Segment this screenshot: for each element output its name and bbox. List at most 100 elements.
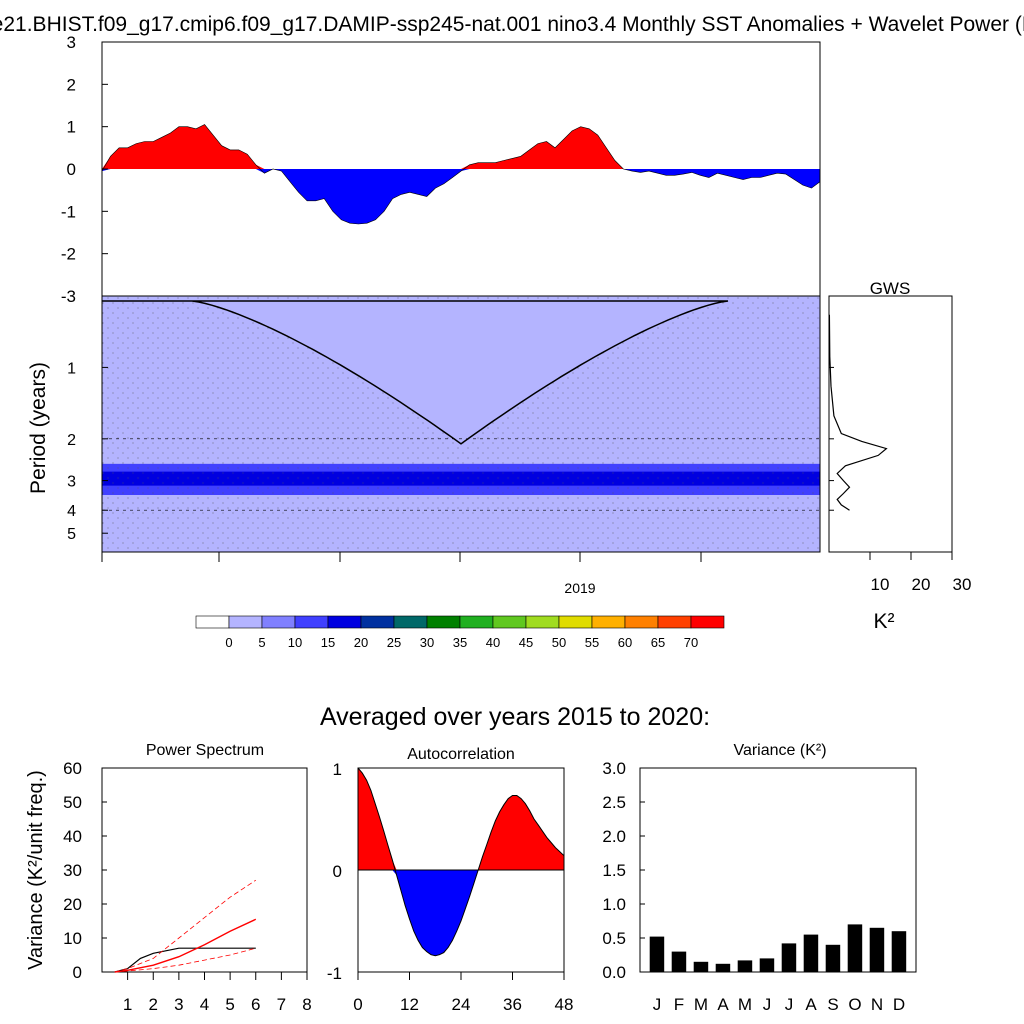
ac-x-tick-label: 24 (452, 995, 471, 1014)
ps-x-tick-label: 4 (200, 995, 209, 1014)
colorbar-label: 45 (519, 635, 533, 650)
variance-title: Variance (K²) (733, 742, 826, 759)
gws-panel: GWS 10 20 30 K² (828, 279, 971, 633)
wavelet-y-tick-label: 1 (67, 360, 76, 377)
colorbar-box (426, 615, 461, 629)
ps-x-tick-label: 5 (225, 995, 234, 1014)
ac-y-tick-label: 1 (333, 760, 342, 779)
wavelet-y-tick-label: 5 (67, 526, 76, 543)
variance-bar (781, 943, 797, 972)
variance-panel: Variance (K²) J F M A M J J A S O N D0.00.51.01.52.… (602, 742, 917, 1014)
colorbar-label: 30 (420, 635, 434, 650)
cone-of-influence (102, 300, 729, 445)
power-spectrum-lines (114, 879, 257, 973)
variance-y-tick-label: 2.5 (602, 793, 626, 812)
variance-x-tick-label: J (653, 995, 662, 1014)
variance-bar (737, 960, 753, 972)
colorbar-label: 55 (585, 635, 599, 650)
ps-y-tick-label: 40 (63, 827, 82, 846)
autocorrelation-positive-area (358, 768, 564, 870)
colorbar-label: 65 (651, 635, 665, 650)
variance-y-tick-label: 1.0 (602, 895, 626, 914)
variance-x-tick-label: D (893, 995, 905, 1014)
sst-negative-area (102, 169, 820, 224)
wavelet-x-ticks (101, 552, 702, 562)
variance-x-tick-label: N (871, 995, 883, 1014)
variance-bar (693, 961, 709, 972)
main-title: b.e21.BHIST.f09_g17.cmip6.f09_g17.DAMIP-… (0, 13, 1024, 36)
power-spectrum-title: Power Spectrum (146, 742, 264, 759)
colorbar-label: 15 (321, 635, 335, 650)
colorbar-box (195, 615, 230, 629)
variance-x-tick-label: M (694, 995, 708, 1014)
wavelet-x-tick-label: 2019 (564, 580, 595, 596)
variance-bar (891, 931, 907, 972)
colorbar-box (558, 615, 593, 629)
wavelet-y-axis-label: Period (years) (27, 362, 50, 494)
colorbar-box (690, 615, 725, 629)
colorbar-labels: 0 5 10 15 20 25 30 35 40 45 50 55 60 65 70 (225, 635, 698, 650)
ps-y-tick-label: 20 (63, 895, 82, 914)
variance-y-tick-label: 0.5 (602, 929, 626, 948)
variance-x-tick-label: J (763, 995, 772, 1014)
ps-x-tick-label: 1 (123, 995, 132, 1014)
power-spectrum-y-label: Variance (K²/unit freq.) (25, 770, 47, 970)
colorbar-label: 40 (486, 635, 500, 650)
ac-x-tick-label: 0 (353, 995, 362, 1014)
wavelet-panel: 1 2 3 4 5 2019 Period (years) (27, 295, 821, 596)
colorbar-box (261, 615, 296, 629)
gws-x-label: K² (874, 610, 895, 633)
ac-x-tick-label: 12 (400, 995, 419, 1014)
variance-bar (715, 963, 731, 972)
variance-x-tick-label: A (805, 995, 817, 1014)
variance-bar (803, 934, 819, 972)
autocorrelation-line (357, 767, 565, 957)
ps-y-tick-label: 0 (73, 963, 82, 982)
period-dashed-gridlines (102, 438, 820, 511)
sst-anomaly-line (101, 124, 821, 225)
power-spectrum-frame (101, 767, 308, 973)
ps-y-tick-label: 10 (63, 929, 82, 948)
variance-bar (759, 958, 775, 972)
sst-y-tick-label: 2 (67, 75, 76, 94)
variance-bar (825, 944, 841, 972)
power-spectrum-panel: Power Spectrum 0 10 20 30 40 50 60 1 2 3 4 5 6 7 8 Var… (25, 742, 312, 1014)
gws-title: GWS (870, 279, 911, 298)
sst-y-tick-label: -3 (61, 287, 76, 306)
ac-y-tick-label: 0 (333, 862, 342, 881)
variance-x-tick-label: S (827, 995, 838, 1014)
ac-x-tick-label: 48 (555, 995, 574, 1014)
ps-x-tick-label: 6 (251, 995, 260, 1014)
variance-y-tick-label: 0.0 (602, 963, 626, 982)
colorbar-box (657, 615, 692, 629)
autocorrelation-panel: Autocorrelation 1 0 -1 0 12 24 36 48 (327, 746, 574, 1014)
variance-y-tick-label: 2.0 (602, 827, 626, 846)
colorbar-boxes (195, 615, 725, 629)
variance-ticks: J F M A M J J A S O N D0.00.51.01.52.02.53.0 (602, 759, 905, 1014)
wavelet-frame (101, 295, 821, 553)
colorbar-box (525, 615, 560, 629)
colorbar-label: 5 (258, 635, 265, 650)
colorbar-label: 70 (684, 635, 698, 650)
gws-x-tick-label: 10 (871, 575, 890, 594)
autocorrelation-negative-area (358, 870, 564, 956)
wavelet-y-tick-label: 4 (67, 503, 76, 520)
sst-y-tick-label: -2 (61, 245, 76, 264)
colorbar-label: 50 (552, 635, 566, 650)
colorbar-box (459, 615, 494, 629)
colorbar-label: 60 (618, 635, 632, 650)
colorbar-box (492, 615, 527, 629)
ps-x-tick-label: 8 (302, 995, 311, 1014)
variance-bars (649, 924, 907, 972)
variance-x-tick-label: A (717, 995, 729, 1014)
colorbar-label: 25 (387, 635, 401, 650)
sst-y-tick-label: 1 (67, 118, 76, 137)
variance-x-tick-label: F (674, 995, 684, 1014)
sst-y-tick-label: 3 (67, 33, 76, 52)
variance-x-tick-label: J (785, 995, 794, 1014)
autocorrelation-fill (357, 767, 565, 957)
sst-positive-area (102, 124, 820, 169)
variance-bar (847, 924, 863, 972)
variance-y-tick-label: 3.0 (602, 759, 626, 778)
